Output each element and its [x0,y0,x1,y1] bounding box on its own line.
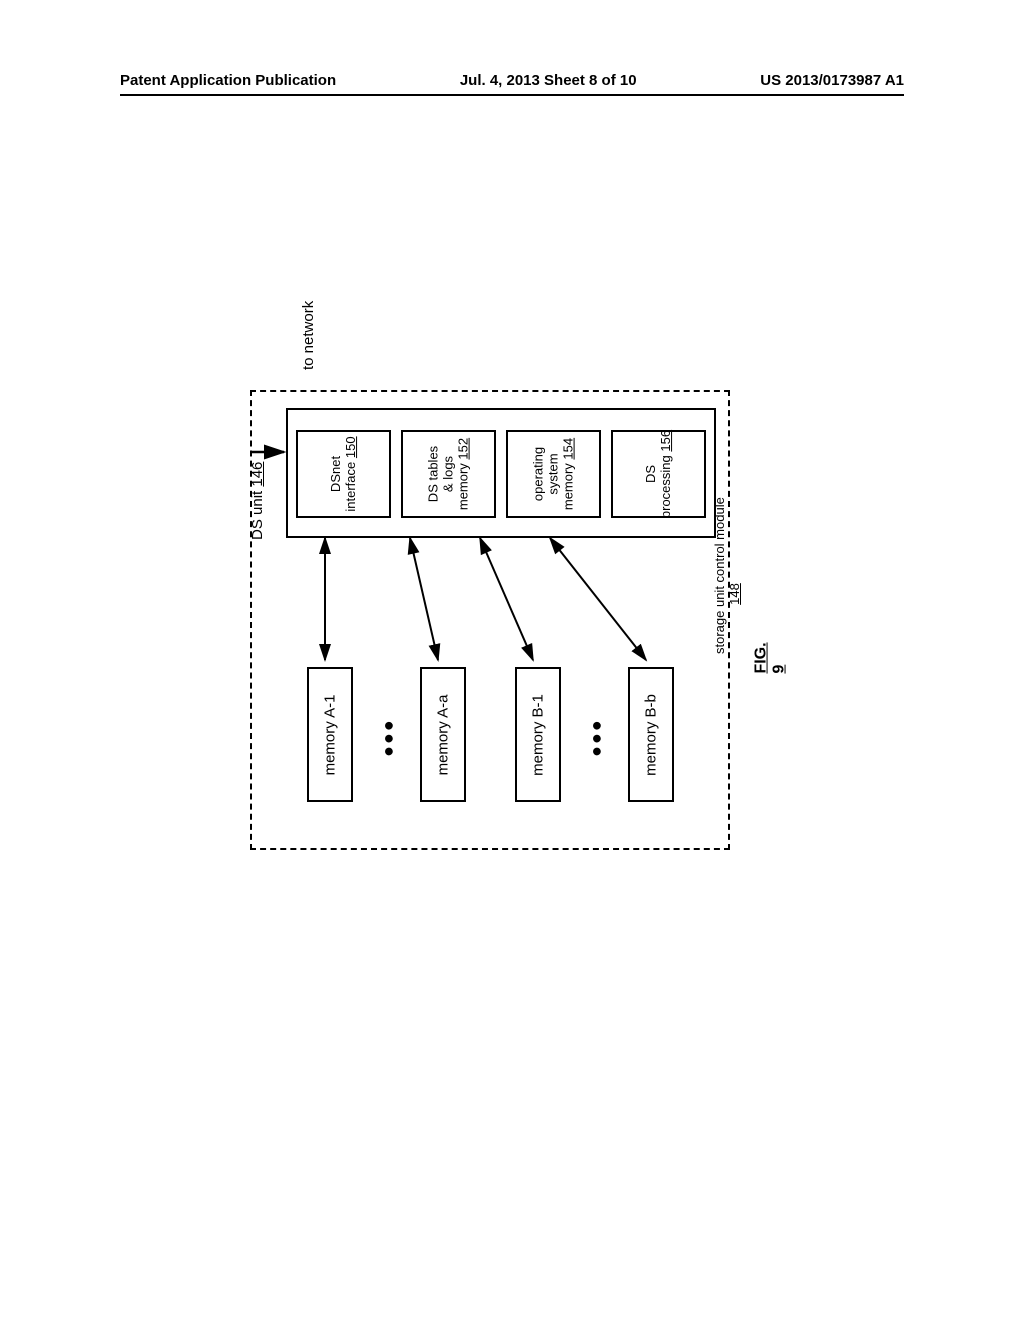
memory-a1-label: memory A-1 [322,694,339,775]
memory-b1-label: memory B-1 [530,694,547,776]
header-right: US 2013/0173987 A1 [760,72,904,89]
control-module: storage unit control module 148 DSnet in… [286,408,716,538]
cm-label-text: storage unit control module [712,497,727,654]
header-divider [120,94,904,96]
memory-aa-label: memory A-a [435,694,452,775]
module-dsproc: DS processing 156 [611,430,706,518]
ds-unit-box: DS unit 146 storage unit control module … [250,390,730,850]
module-dsnet: DSnet interface 150 [296,430,391,518]
control-module-label: storage unit control module 148 [712,534,742,654]
module-os-label: operating system memory 154 [531,438,576,510]
header-left: Patent Application Publication [120,72,336,89]
dots-a: ●●● [378,718,399,757]
module-dsproc-label: DS processing 156 [644,430,674,518]
memory-bb: memory B-b [628,667,674,802]
memory-aa: memory A-a [420,667,466,802]
ds-unit-label: DS unit 146 [249,462,266,540]
module-os: operating system memory 154 [506,430,601,518]
fig-label: FIG. 9 [753,642,789,673]
header-center: Jul. 4, 2013 Sheet 8 of 10 [460,72,637,89]
dots-b: ●●● [586,718,607,757]
module-tables-label: DS tables & logs memory 152 [426,438,471,510]
diagram: to network DS unit 146 storage unit cont… [250,390,730,850]
page-header: Patent Application Publication Jul. 4, 2… [0,72,1024,89]
network-label: to network [300,301,317,370]
module-tables: DS tables & logs memory 152 [401,430,496,518]
module-dsnet-label: DSnet interface 150 [329,436,359,511]
ds-unit-text: DS unit [249,491,266,540]
memory-a1: memory A-1 [307,667,353,802]
memory-b1: memory B-1 [515,667,561,802]
memory-bb-label: memory B-b [643,694,660,776]
cm-label-num: 148 [727,583,742,605]
ds-unit-num: 146 [249,462,266,487]
